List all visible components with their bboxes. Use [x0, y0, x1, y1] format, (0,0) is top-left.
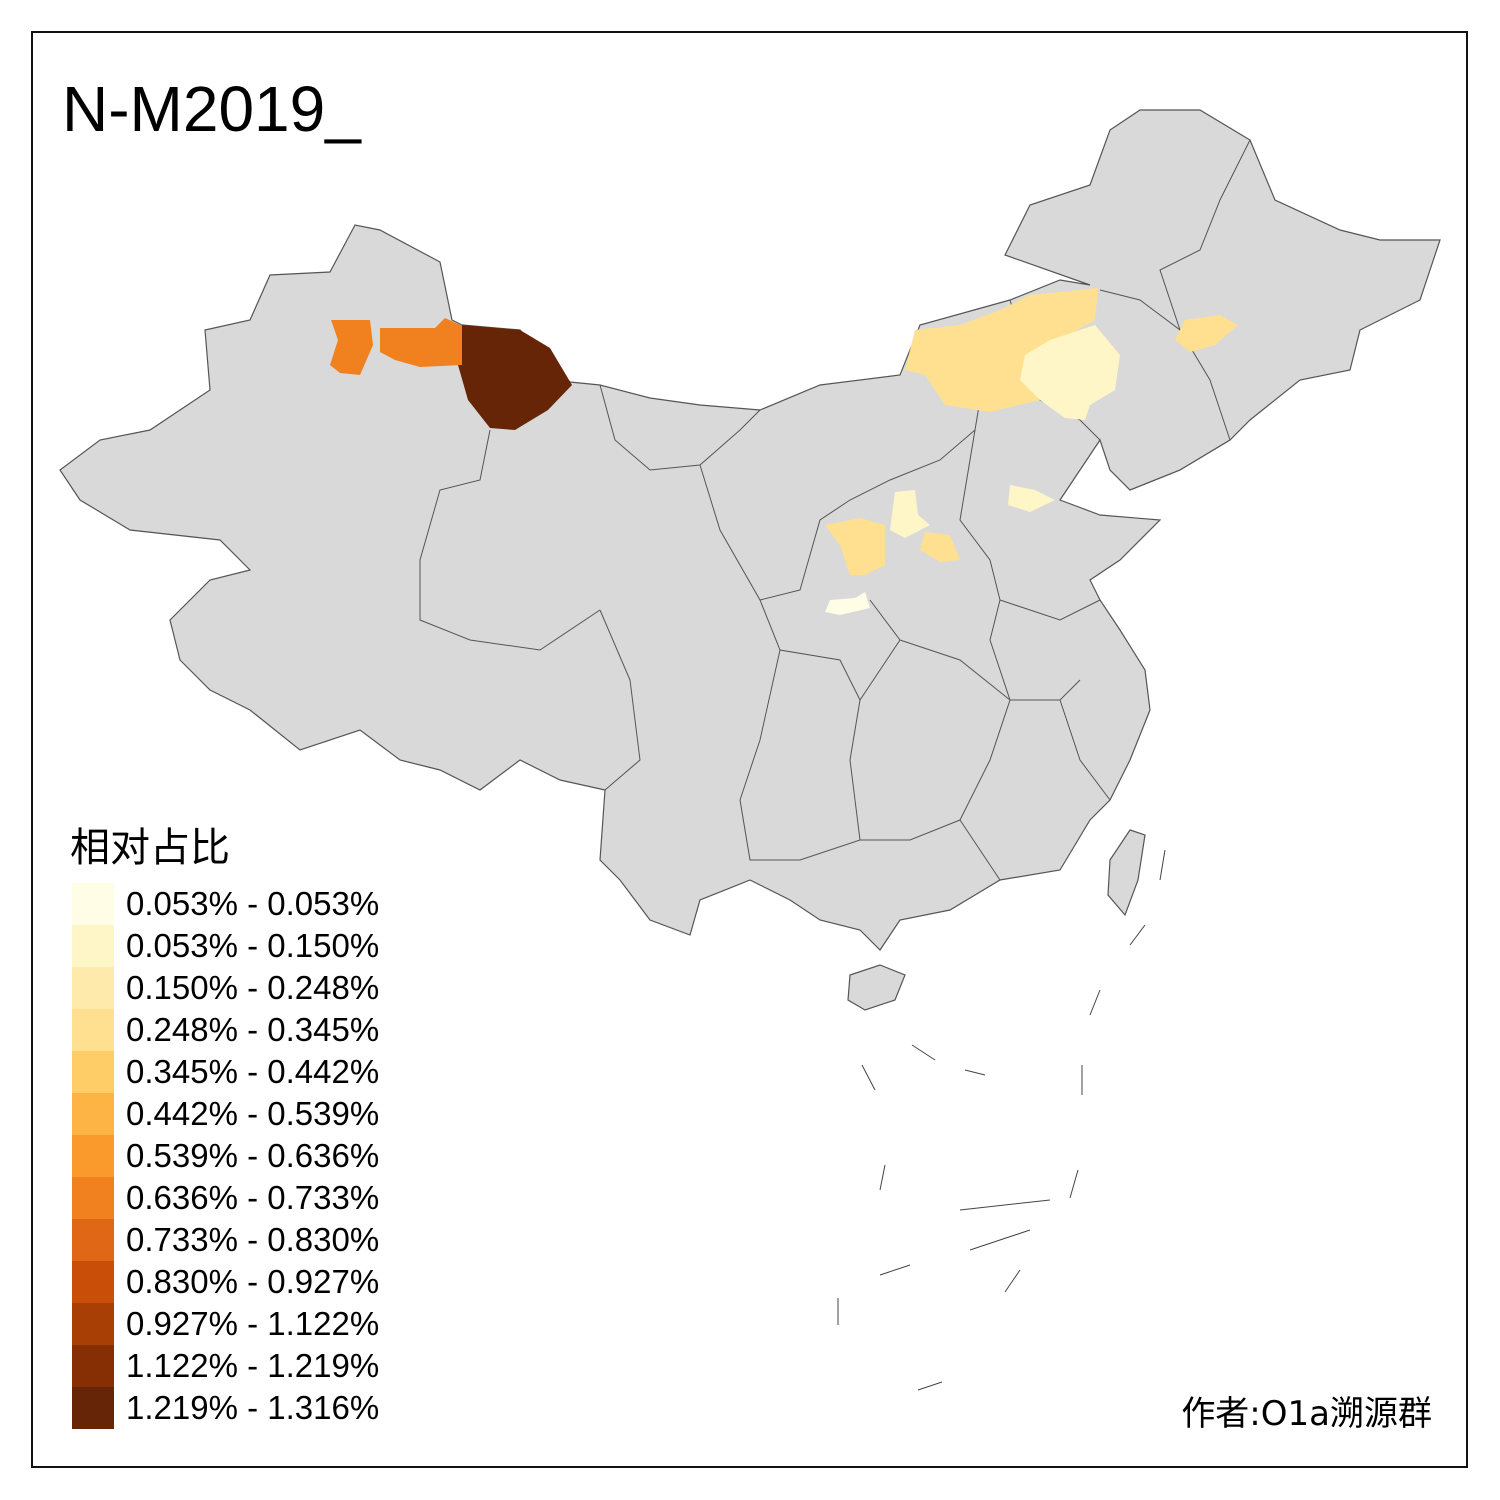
legend-swatch	[72, 1303, 114, 1345]
legend-item: 0.927% - 1.122%	[72, 1303, 379, 1345]
legend-item: 0.053% - 0.053%	[72, 883, 379, 925]
legend-item: 1.122% - 1.219%	[72, 1345, 379, 1387]
region-tacheng	[380, 318, 462, 367]
hainan-island	[847, 964, 906, 1011]
legend-label: 0.248% - 0.345%	[126, 1011, 380, 1048]
legend-swatch	[72, 967, 114, 1009]
legend-swatch	[72, 1261, 114, 1303]
legend-label: 0.345% - 0.442%	[126, 1053, 380, 1090]
legend-label: 0.150% - 0.248%	[126, 969, 380, 1006]
legend-label: 1.122% - 1.219%	[126, 1347, 380, 1384]
province-borders	[419, 139, 1251, 881]
legend-item: 0.150% - 0.248%	[72, 967, 379, 1009]
region-shanxi-north	[890, 490, 930, 538]
region-xingan	[1020, 325, 1120, 420]
legend-swatch	[72, 1345, 114, 1387]
region-shandong	[1008, 485, 1055, 512]
legend: 0.053% - 0.053% 0.053% - 0.150% 0.150% - 0…	[72, 883, 379, 1429]
author-credit: 作者:O1a溯源群	[1181, 1394, 1432, 1434]
map-title: N-M2019_	[62, 73, 361, 145]
legend-item: 0.733% - 0.830%	[72, 1219, 379, 1261]
legend-item: 0.539% - 0.636%	[72, 1135, 379, 1177]
legend-swatch	[72, 883, 114, 925]
legend-label: 0.830% - 0.927%	[126, 1263, 380, 1300]
taiwan-island	[1107, 829, 1146, 917]
region-hulunbuir	[905, 288, 1098, 412]
legend-swatch	[72, 925, 114, 967]
legend-title: 相对占比	[70, 825, 230, 871]
china-mainland	[59, 109, 1441, 951]
legend-swatch	[72, 1177, 114, 1219]
legend-item: 1.219% - 1.316%	[72, 1387, 379, 1429]
legend-item: 0.345% - 0.442%	[72, 1051, 379, 1093]
legend-item: 0.248% - 0.345%	[72, 1009, 379, 1051]
legend-label: 0.053% - 0.150%	[126, 927, 380, 964]
legend-item: 0.053% - 0.150%	[72, 925, 379, 967]
legend-swatch	[72, 1219, 114, 1261]
legend-label: 0.733% - 0.830%	[126, 1221, 380, 1258]
region-jilin	[1175, 315, 1238, 352]
region-bortala	[330, 320, 373, 375]
south-china-sea-islands	[837, 849, 1166, 1391]
region-shaanxi	[825, 518, 885, 575]
legend-label: 1.219% - 1.316%	[126, 1389, 380, 1426]
legend-swatch	[72, 1387, 114, 1429]
legend-swatch	[72, 1009, 114, 1051]
legend-label: 0.636% - 0.733%	[126, 1179, 380, 1216]
legend-swatch	[72, 1135, 114, 1177]
legend-swatch	[72, 1093, 114, 1135]
region-shanxi-south	[920, 532, 960, 562]
legend-label: 0.927% - 1.122%	[126, 1305, 380, 1342]
legend-swatch	[72, 1051, 114, 1093]
legend-label: 0.442% - 0.539%	[126, 1095, 380, 1132]
map-frame	[31, 31, 1468, 1468]
region-altay	[458, 325, 572, 430]
legend-label: 0.539% - 0.636%	[126, 1137, 380, 1174]
region-shaanxi-south	[825, 592, 870, 615]
legend-item: 0.830% - 0.927%	[72, 1261, 379, 1303]
legend-item: 0.442% - 0.539%	[72, 1093, 379, 1135]
legend-label: 0.053% - 0.053%	[126, 885, 380, 922]
legend-item: 0.636% - 0.733%	[72, 1177, 379, 1219]
